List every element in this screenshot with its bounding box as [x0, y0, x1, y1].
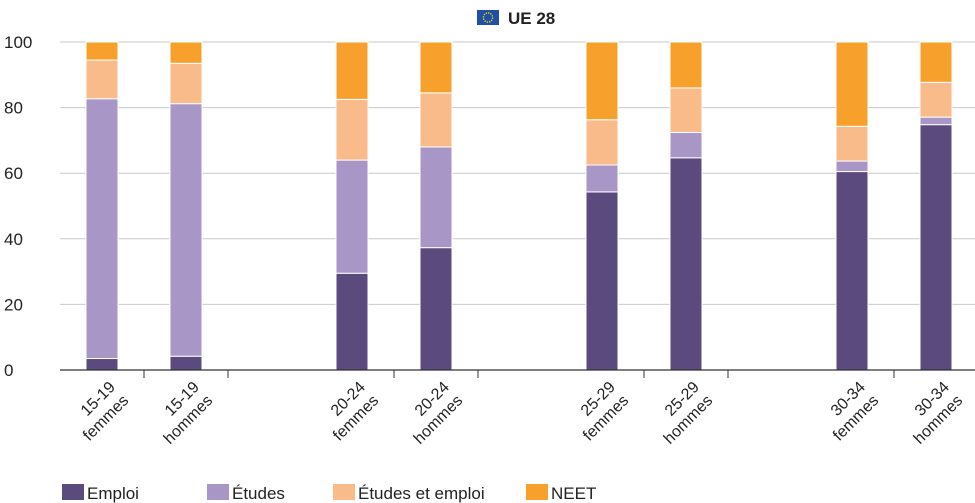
legend-label: NEET	[551, 484, 596, 503]
bar-segment	[419, 146, 453, 249]
bar-segment	[919, 81, 953, 118]
bar-segment	[919, 116, 953, 126]
bar-segment	[835, 41, 869, 127]
bar-segment	[169, 41, 203, 64]
bar-segment	[669, 41, 703, 89]
bars	[85, 41, 953, 371]
bar-segment	[335, 159, 369, 274]
y-tick-label: 80	[4, 99, 23, 118]
legend-label: Études et emploi	[358, 484, 485, 503]
legend-swatch	[207, 484, 229, 500]
y-tick-label: 60	[4, 164, 23, 183]
legend-label: Emploi	[87, 484, 139, 503]
legend-item: NEET	[526, 484, 596, 503]
chart-title: UE 28	[508, 9, 555, 28]
legend: Emploi Études Études et emploi NEET	[62, 484, 596, 503]
legend-item: Emploi	[62, 484, 139, 503]
bar-segment	[335, 98, 369, 161]
bar-segment	[669, 132, 703, 159]
bar-segment	[85, 358, 119, 371]
legend-swatch	[333, 484, 355, 500]
bar-segment	[85, 41, 119, 61]
y-tick-label: 0	[4, 361, 13, 380]
bar-segment	[919, 41, 953, 83]
bar-segment	[835, 160, 869, 173]
bar-segment	[835, 171, 869, 371]
bar-segment	[419, 92, 453, 148]
y-tick-label: 40	[4, 230, 23, 249]
bar-segment	[85, 98, 119, 360]
bar-segment	[85, 59, 119, 100]
bar-segment	[669, 87, 703, 134]
bar-segment	[169, 103, 203, 357]
bar-segment	[585, 164, 619, 193]
bar-segment	[419, 247, 453, 371]
y-tick-label: 20	[4, 295, 23, 314]
bar-segment	[919, 124, 953, 371]
bar-segment	[835, 125, 869, 162]
bar-segment	[169, 62, 203, 105]
legend-label: Études	[232, 484, 285, 503]
y-axis: 0 20 40 60 80 100	[4, 33, 32, 380]
bar-segment	[669, 157, 703, 371]
chart-title-group: UE 28	[477, 9, 555, 28]
gridlines	[60, 41, 975, 305]
bar-segment	[419, 41, 453, 94]
bar-segment	[169, 355, 203, 371]
bar-segment	[335, 41, 369, 100]
bar-segment	[585, 191, 619, 371]
bar-segment	[335, 272, 369, 371]
legend-swatch	[62, 484, 84, 500]
legend-item: Études et emploi	[333, 484, 485, 503]
legend-item: Études	[207, 484, 285, 503]
bar-segment	[585, 41, 619, 121]
bar-segment	[585, 119, 619, 166]
eu-flag-icon	[477, 10, 499, 25]
y-tick-label: 100	[4, 33, 32, 52]
legend-swatch	[526, 484, 548, 500]
